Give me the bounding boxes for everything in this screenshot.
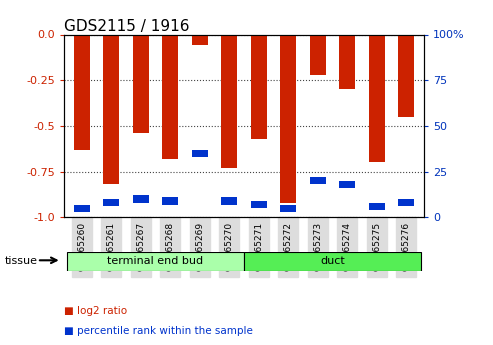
Bar	[162, 197, 178, 205]
Bar	[103, 199, 119, 206]
Bar	[369, 203, 385, 210]
Text: ■ percentile rank within the sample: ■ percentile rank within the sample	[64, 326, 253, 336]
Bar	[310, 177, 326, 185]
Text: tissue: tissue	[5, 256, 38, 266]
Bar	[192, 34, 208, 46]
Text: GDS2115 / 1916: GDS2115 / 1916	[64, 19, 190, 34]
Bar	[339, 181, 355, 188]
Bar	[221, 34, 238, 168]
Bar	[133, 34, 149, 133]
Bar	[192, 150, 208, 157]
Text: duct: duct	[320, 256, 345, 266]
Bar	[221, 197, 238, 205]
Bar	[398, 34, 415, 117]
Bar	[162, 34, 178, 159]
Bar	[103, 34, 119, 185]
Bar	[73, 205, 90, 212]
Bar	[67, 252, 244, 271]
Bar	[280, 34, 296, 203]
Bar	[244, 252, 421, 271]
Bar	[398, 199, 415, 206]
Bar	[339, 34, 355, 89]
Bar	[250, 34, 267, 139]
Bar	[133, 195, 149, 203]
Bar	[280, 205, 296, 212]
Text: ■ log2 ratio: ■ log2 ratio	[64, 306, 127, 315]
Bar	[369, 34, 385, 162]
Bar	[250, 201, 267, 208]
Bar	[310, 34, 326, 75]
Bar	[73, 34, 90, 150]
Text: terminal end bud: terminal end bud	[107, 256, 204, 266]
